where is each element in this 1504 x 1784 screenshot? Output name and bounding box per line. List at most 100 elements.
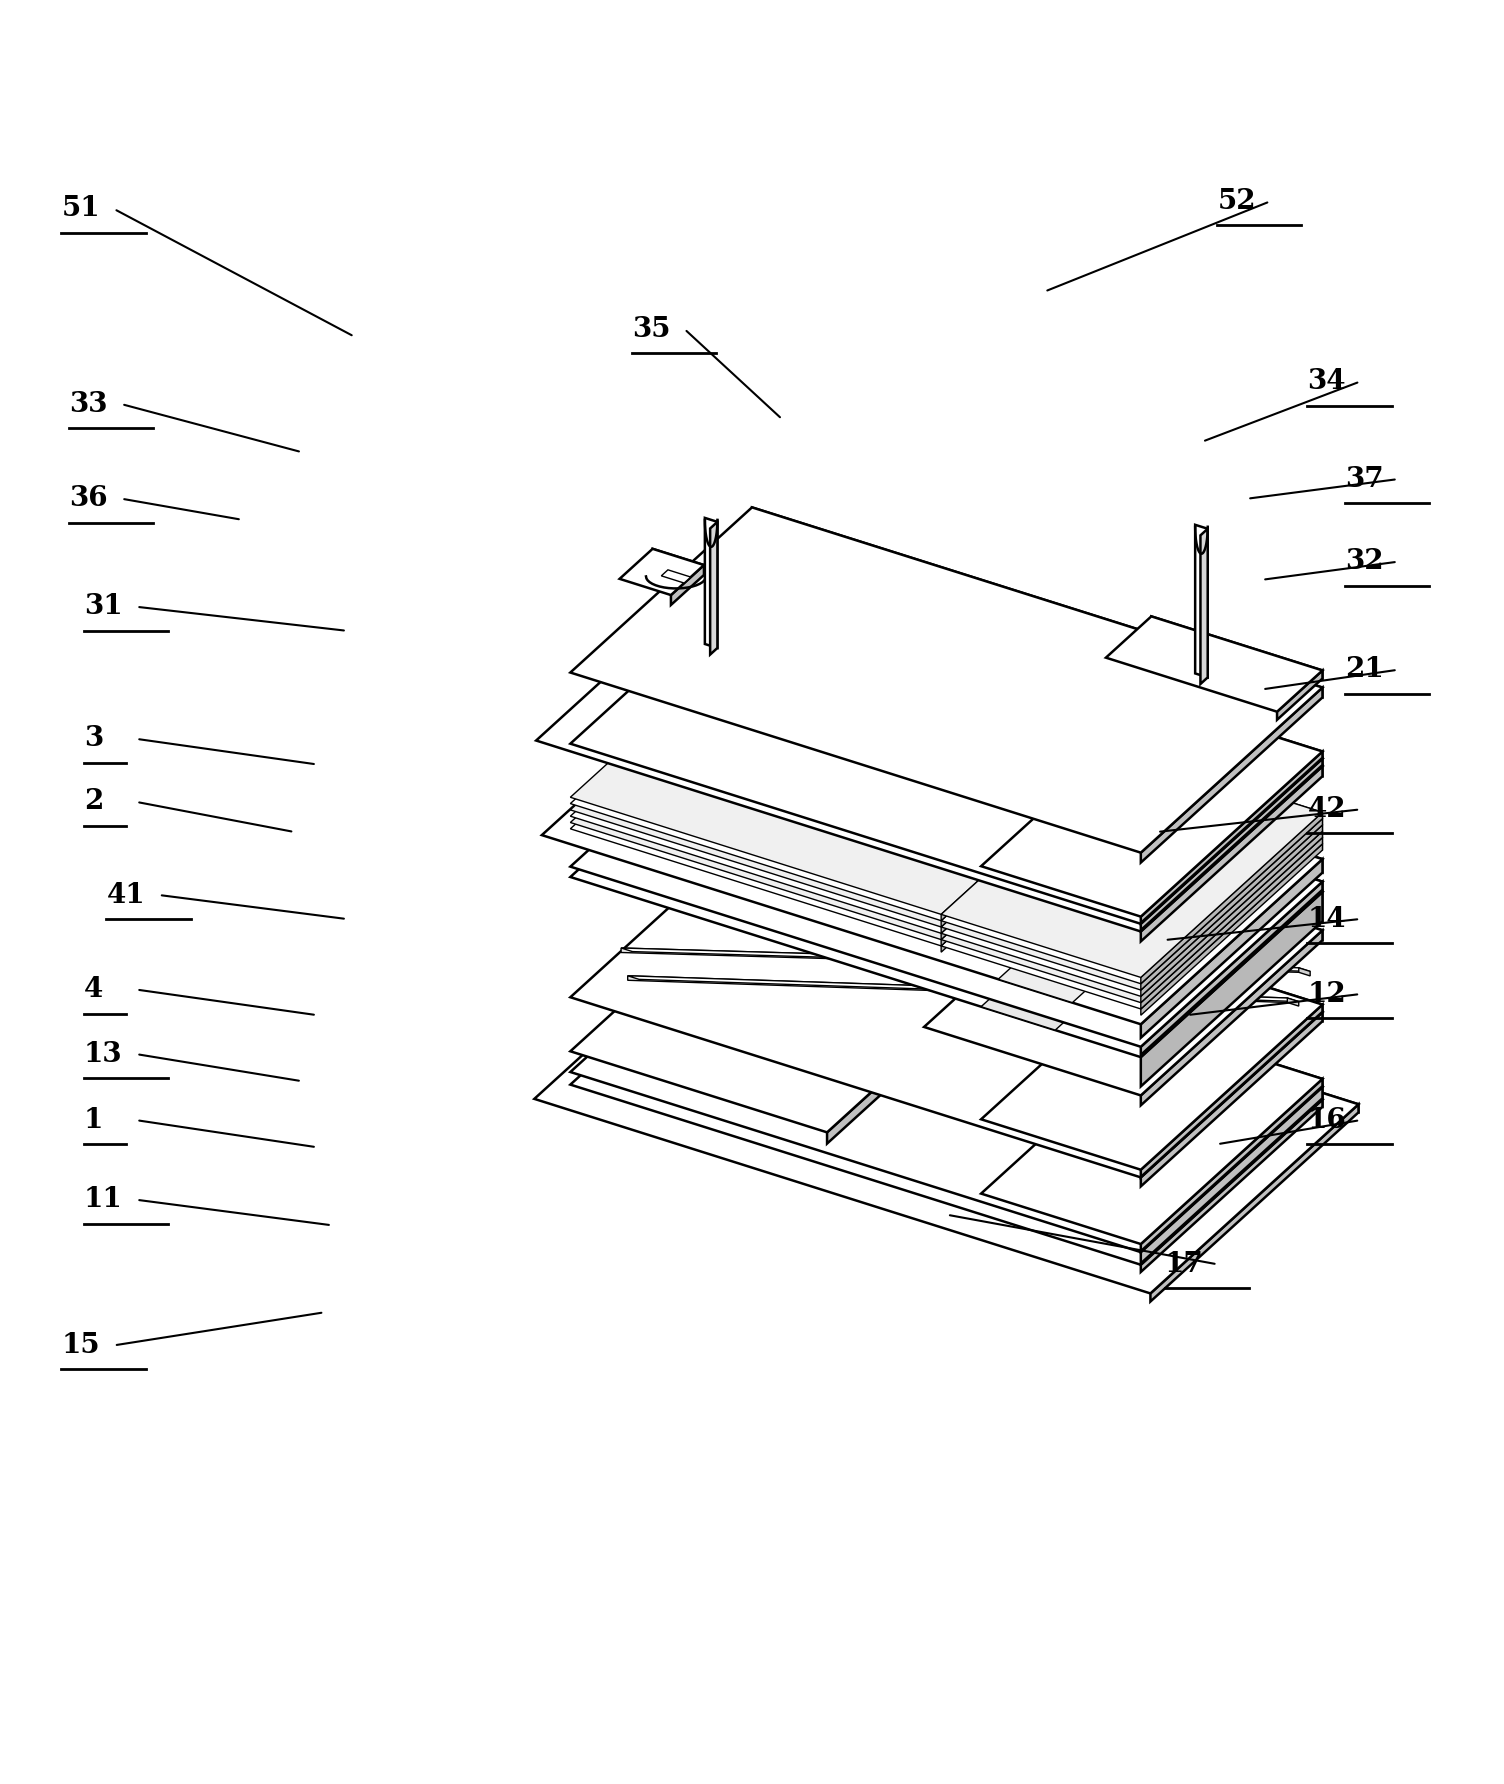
Polygon shape: [620, 549, 704, 596]
Polygon shape: [752, 664, 1123, 787]
Polygon shape: [627, 976, 1299, 1001]
Text: 34: 34: [1307, 368, 1346, 394]
Polygon shape: [1142, 751, 1322, 922]
Polygon shape: [570, 639, 1123, 921]
Polygon shape: [743, 910, 1358, 1113]
Polygon shape: [942, 769, 1123, 940]
Polygon shape: [1200, 528, 1208, 683]
Polygon shape: [1105, 617, 1322, 712]
Text: 52: 52: [1217, 187, 1256, 214]
Polygon shape: [1142, 860, 1322, 1038]
Polygon shape: [1123, 762, 1322, 831]
Polygon shape: [627, 976, 1287, 1003]
Text: 37: 37: [1345, 466, 1384, 492]
Polygon shape: [752, 507, 1322, 698]
Text: 21: 21: [1345, 657, 1384, 683]
Polygon shape: [752, 887, 1009, 978]
Polygon shape: [621, 947, 1299, 972]
Polygon shape: [1142, 1004, 1322, 1177]
Text: 14: 14: [1307, 906, 1346, 933]
Polygon shape: [942, 781, 1322, 1010]
Polygon shape: [1123, 756, 1322, 824]
Polygon shape: [701, 942, 767, 974]
Text: 41: 41: [107, 881, 144, 908]
Polygon shape: [1142, 1099, 1322, 1272]
Polygon shape: [570, 651, 1123, 933]
Text: 36: 36: [69, 485, 108, 512]
Polygon shape: [570, 664, 1123, 946]
Polygon shape: [684, 846, 814, 903]
Polygon shape: [570, 507, 1322, 853]
Text: 3: 3: [84, 726, 104, 753]
Polygon shape: [942, 756, 1123, 928]
Polygon shape: [1163, 1028, 1322, 1086]
Polygon shape: [1196, 524, 1208, 678]
Polygon shape: [570, 701, 1322, 1047]
Polygon shape: [747, 956, 767, 981]
Polygon shape: [1277, 671, 1322, 719]
Polygon shape: [720, 942, 767, 963]
Polygon shape: [752, 831, 1322, 1020]
Polygon shape: [710, 523, 717, 655]
Polygon shape: [1123, 781, 1322, 851]
Text: 31: 31: [84, 594, 123, 621]
Polygon shape: [981, 842, 1236, 1029]
Polygon shape: [1142, 844, 1322, 1015]
Polygon shape: [942, 769, 1322, 995]
Polygon shape: [752, 632, 1123, 756]
Polygon shape: [710, 846, 814, 887]
Text: 4: 4: [84, 976, 104, 1003]
Polygon shape: [1105, 862, 1322, 940]
Polygon shape: [570, 644, 1123, 928]
Text: 17: 17: [1164, 1251, 1203, 1277]
Polygon shape: [942, 762, 1322, 990]
Polygon shape: [923, 862, 1322, 1095]
Polygon shape: [787, 878, 814, 912]
Polygon shape: [1142, 929, 1322, 1106]
Text: 15: 15: [62, 1333, 101, 1359]
Polygon shape: [1142, 1079, 1322, 1251]
Polygon shape: [1163, 954, 1322, 1012]
Polygon shape: [942, 781, 1123, 953]
Polygon shape: [1123, 769, 1322, 837]
Polygon shape: [981, 1028, 1322, 1243]
Polygon shape: [1152, 617, 1322, 678]
Text: 13: 13: [84, 1040, 123, 1067]
Polygon shape: [1142, 837, 1322, 1010]
Polygon shape: [981, 701, 1322, 917]
Polygon shape: [534, 910, 1358, 1293]
Polygon shape: [952, 1040, 1006, 1101]
Polygon shape: [752, 919, 1322, 1106]
Polygon shape: [717, 576, 1322, 776]
Polygon shape: [827, 967, 1009, 1144]
Polygon shape: [1142, 824, 1322, 995]
Polygon shape: [1142, 812, 1322, 983]
Text: 2: 2: [84, 789, 104, 815]
Polygon shape: [981, 954, 1322, 1170]
Polygon shape: [570, 919, 1322, 1265]
Polygon shape: [1142, 758, 1322, 929]
Polygon shape: [942, 774, 1322, 1003]
Polygon shape: [942, 756, 1322, 983]
Text: 11: 11: [84, 1186, 123, 1213]
Text: 35: 35: [632, 316, 671, 343]
Polygon shape: [752, 657, 1123, 781]
Polygon shape: [747, 833, 793, 856]
Polygon shape: [570, 657, 1123, 940]
Polygon shape: [752, 721, 877, 774]
Polygon shape: [1287, 997, 1299, 1006]
Polygon shape: [1151, 1104, 1358, 1302]
Text: 42: 42: [1307, 796, 1346, 822]
Polygon shape: [1142, 1086, 1322, 1263]
Polygon shape: [752, 651, 1123, 774]
Polygon shape: [723, 671, 1322, 872]
Polygon shape: [681, 833, 793, 908]
Polygon shape: [621, 947, 1310, 972]
Text: 1: 1: [84, 1106, 104, 1133]
Polygon shape: [570, 578, 1322, 924]
Polygon shape: [1142, 892, 1322, 1086]
Polygon shape: [662, 569, 690, 583]
Polygon shape: [570, 906, 1322, 1252]
Polygon shape: [942, 774, 1123, 946]
Polygon shape: [1142, 687, 1322, 863]
